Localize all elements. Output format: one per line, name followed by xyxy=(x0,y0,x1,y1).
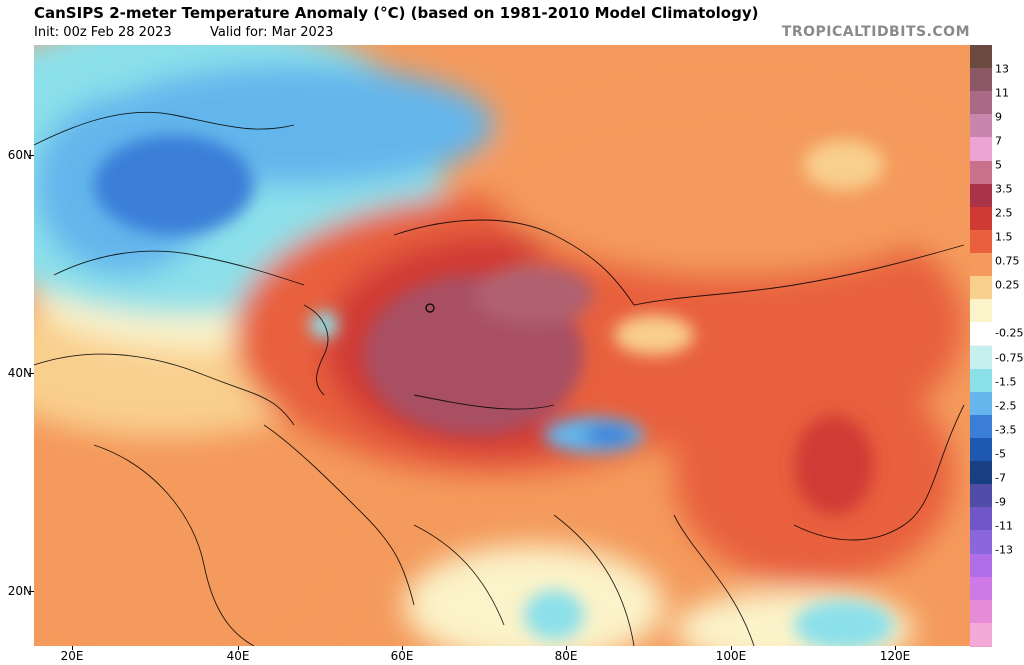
anomaly-mongolia-light xyxy=(614,315,694,355)
colorbar-label: -9 xyxy=(995,495,1006,509)
anomaly-siberia-light xyxy=(804,140,884,190)
anomaly-siberia xyxy=(494,95,970,275)
anomaly-china-strong xyxy=(794,415,874,515)
colorbar-label: 0.75 xyxy=(995,254,1020,268)
lat-tick-40n xyxy=(29,373,34,374)
colorbar-label: -0.75 xyxy=(995,351,1024,365)
coastlines xyxy=(34,111,965,646)
lon-label-60e: 60E xyxy=(390,649,414,663)
temperature-anomaly-map xyxy=(34,45,970,646)
anomaly-tibet-cool-core xyxy=(584,425,634,445)
lon-tick-100e xyxy=(731,646,732,650)
init-time: Init: 00z Feb 28 2023 xyxy=(34,25,172,40)
lon-tick-40e xyxy=(238,646,239,650)
colorbar-cell xyxy=(970,137,992,162)
colorbar: 13 11 9 7 5 3.5 2.5 1.5 0.75 0.25 -0.25 -0.75 -1.5 -2… xyxy=(970,45,1024,647)
colorbar-cell xyxy=(970,253,992,278)
lon-tick-120e xyxy=(895,646,896,650)
colorbar-cell xyxy=(970,276,992,301)
colorbar-cell xyxy=(970,322,992,347)
colorbar-label: -5 xyxy=(995,447,1006,461)
colorbar-label: -1.5 xyxy=(995,375,1017,389)
lon-label-120e: 120E xyxy=(879,649,911,663)
colorbar-label: -0.25 xyxy=(995,326,1024,340)
city-marker xyxy=(425,303,435,313)
lon-label-80e: 80E xyxy=(554,649,578,663)
site-watermark: TROPICALTIDBITS.COM xyxy=(781,24,970,40)
colorbar-cell xyxy=(970,599,992,624)
anomaly-arabian-sea xyxy=(524,590,584,640)
colorbar-cell xyxy=(970,299,992,324)
lat-label-40n: 40N xyxy=(7,366,32,380)
colorbar-cell xyxy=(970,553,992,578)
lat-label-20n: 20N xyxy=(7,584,32,598)
colorbar-cell xyxy=(970,114,992,139)
colorbar-cell xyxy=(970,484,992,509)
lon-tick-80e xyxy=(566,646,567,650)
colorbar-cell xyxy=(970,461,992,486)
colorbar-cell xyxy=(970,414,992,439)
colorbar-cell xyxy=(970,345,992,370)
colorbar-label: -2.5 xyxy=(995,399,1017,413)
colorbar-label: 3.5 xyxy=(995,182,1013,196)
lon-label-20e: 20E xyxy=(60,649,84,663)
colorbar-cell xyxy=(970,183,992,208)
colorbar-cell xyxy=(970,507,992,532)
anomaly-caspian-cool xyxy=(310,311,338,339)
colorbar-cell xyxy=(970,437,992,463)
colorbar-cell xyxy=(970,206,992,231)
anomaly-north-europe-core xyxy=(94,135,254,235)
colorbar-cell xyxy=(970,391,992,416)
valid-time: Valid for: Mar 2023 xyxy=(210,25,334,40)
colorbar-label: 5 xyxy=(995,158,1002,172)
colorbar-cell xyxy=(970,368,992,393)
lon-tick-60e xyxy=(402,646,403,650)
colorbar-cell xyxy=(970,530,992,555)
colorbar-cell xyxy=(970,576,992,601)
anomaly-south-china-sea xyxy=(794,600,894,646)
lon-tick-20e xyxy=(72,646,73,650)
colorbar-label: 13 xyxy=(995,62,1009,76)
colorbar-label: 9 xyxy=(995,110,1002,124)
anomaly-peak-north xyxy=(474,265,594,325)
lat-label-60n: 60N xyxy=(7,148,32,162)
colorbar-label: -3.5 xyxy=(995,423,1017,437)
colorbar-cell xyxy=(970,68,992,93)
colorbar-cell xyxy=(970,160,992,185)
colorbar-cell xyxy=(970,45,992,70)
colorbar-cell xyxy=(970,91,992,116)
colorbar-label: -7 xyxy=(995,471,1006,485)
anomaly-india xyxy=(404,545,664,646)
colorbar-label: 2.5 xyxy=(995,206,1013,220)
lat-tick-60n xyxy=(29,155,34,156)
lon-label-100e: 100E xyxy=(715,649,747,663)
lon-label-40e: 40E xyxy=(226,649,250,663)
colorbar-cell xyxy=(970,229,992,255)
map-title: CanSIPS 2-meter Temperature Anomaly (°C)… xyxy=(34,4,759,22)
colorbar-cell xyxy=(970,622,992,647)
colorbar-label: -11 xyxy=(995,519,1013,533)
colorbar-label: -13 xyxy=(995,543,1013,557)
colorbar-label: 11 xyxy=(995,86,1009,100)
colorbar-label: 7 xyxy=(995,134,1002,148)
colorbar-label: 1.5 xyxy=(995,230,1013,244)
lat-tick-20n xyxy=(29,591,34,592)
colorbar-label: 0.25 xyxy=(995,278,1020,292)
